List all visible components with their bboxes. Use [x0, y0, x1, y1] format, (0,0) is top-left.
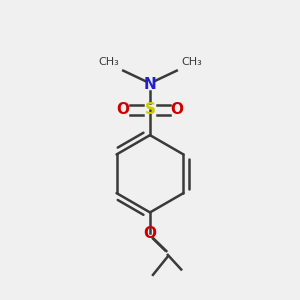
Text: CH₃: CH₃ — [181, 57, 202, 67]
Text: O: O — [170, 102, 183, 117]
Text: N: N — [144, 77, 156, 92]
Text: CH₃: CH₃ — [98, 57, 119, 67]
Text: O: O — [143, 226, 157, 241]
Text: S: S — [145, 102, 155, 117]
Text: O: O — [117, 102, 130, 117]
